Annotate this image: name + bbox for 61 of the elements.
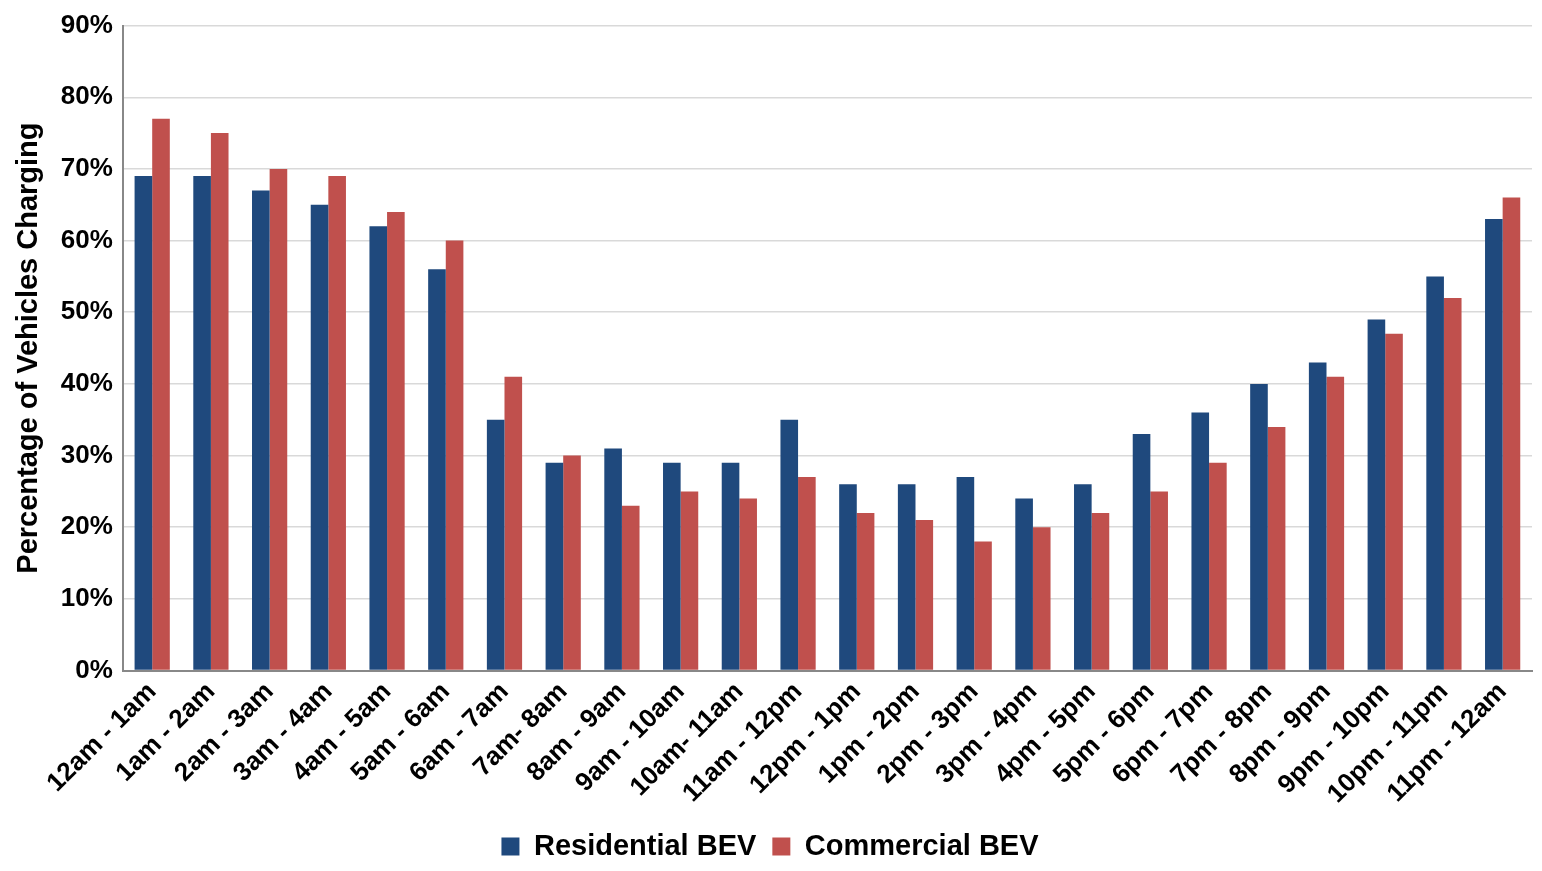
bar	[974, 541, 992, 670]
y-tick-label: 0%	[75, 653, 113, 684]
y-tick-label: 10%	[60, 582, 113, 613]
legend-label: Residential BEV	[533, 828, 758, 861]
bar	[956, 477, 975, 670]
y-tick-label: 80%	[60, 80, 113, 111]
bar	[1308, 362, 1327, 670]
bar	[387, 211, 405, 670]
bar	[739, 498, 757, 670]
bar	[1150, 491, 1168, 670]
y-tick-label: 70%	[60, 152, 113, 183]
y-axis-title: Percentage of Vehicles Charging	[11, 122, 44, 574]
bar	[680, 491, 699, 670]
bar	[663, 462, 681, 670]
bar	[721, 462, 740, 670]
bar	[1091, 512, 1110, 670]
bar	[1015, 498, 1033, 670]
bar	[1032, 527, 1051, 670]
bar	[545, 462, 564, 670]
bar	[1209, 462, 1227, 670]
bar	[310, 204, 329, 670]
legend-label: Commercial BEV	[804, 828, 1040, 861]
bar	[328, 176, 346, 670]
bar	[1485, 219, 1503, 670]
bar	[428, 269, 446, 670]
bar	[134, 176, 153, 670]
bar	[915, 520, 934, 670]
bar	[1443, 297, 1462, 670]
bar	[780, 419, 799, 670]
bar	[210, 133, 229, 670]
y-tick-label: 30%	[60, 438, 113, 469]
bar	[798, 477, 816, 670]
bar	[604, 448, 622, 670]
bar	[1250, 383, 1268, 670]
bar	[1132, 434, 1151, 670]
bar	[1426, 276, 1444, 670]
bar	[445, 240, 464, 670]
bar	[839, 484, 857, 670]
bar	[152, 118, 170, 670]
bar	[621, 505, 640, 670]
bar	[369, 226, 388, 670]
bar	[486, 419, 505, 670]
y-tick-label: 50%	[60, 295, 113, 326]
y-tick-label: 40%	[60, 367, 113, 398]
bar	[1385, 333, 1403, 670]
y-tick-label: 90%	[60, 8, 113, 39]
bar	[1367, 319, 1386, 670]
bar	[897, 484, 916, 670]
bar	[563, 455, 581, 670]
bar	[1267, 426, 1286, 670]
bar	[856, 512, 875, 670]
y-tick-label: 20%	[60, 510, 113, 541]
bar	[252, 190, 270, 670]
bar	[269, 168, 288, 670]
bar	[193, 176, 211, 670]
bar	[1191, 412, 1210, 670]
y-tick-label: 60%	[60, 223, 113, 254]
bar	[504, 376, 523, 670]
bar	[1074, 484, 1092, 670]
bar	[1502, 197, 1521, 670]
bar	[1326, 376, 1345, 670]
